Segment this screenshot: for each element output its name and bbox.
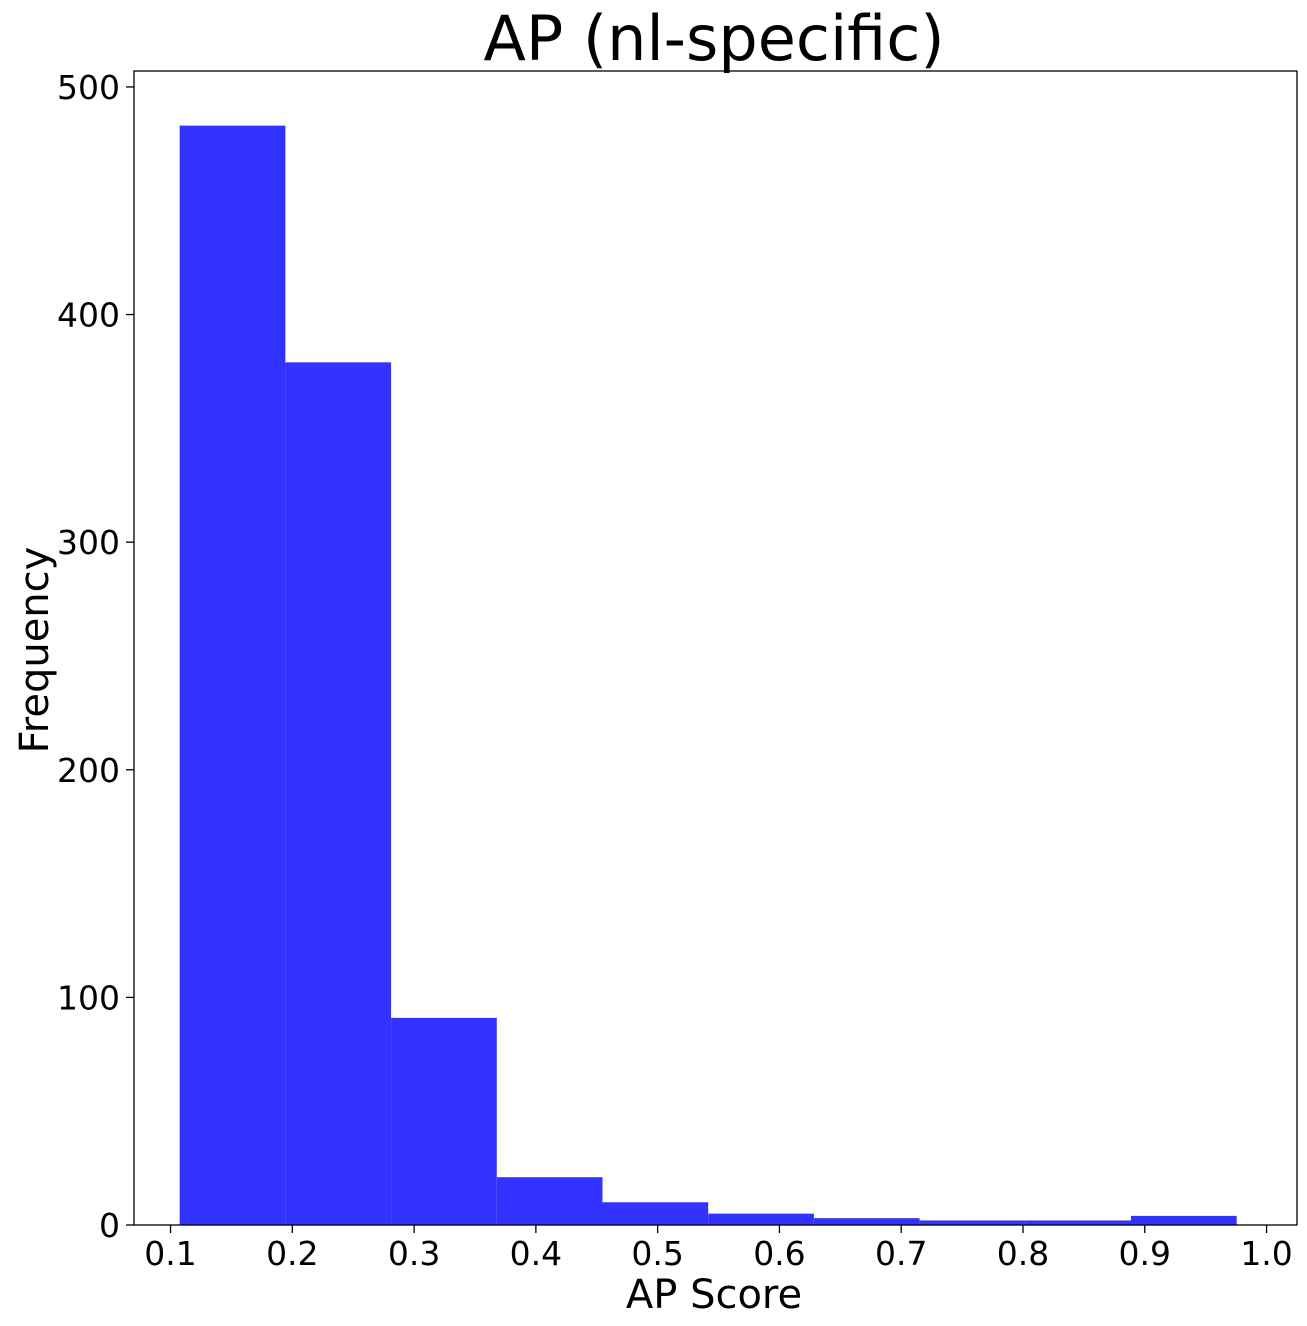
x-tick-label: 0.2 bbox=[266, 1234, 318, 1273]
y-tick-label: 500 bbox=[57, 68, 120, 107]
histogram-bar bbox=[1025, 1220, 1132, 1225]
y-tick-label: 200 bbox=[57, 751, 120, 790]
x-tick-label: 0.4 bbox=[510, 1234, 562, 1273]
histogram-bar bbox=[285, 362, 392, 1225]
y-axis-label: Frequency bbox=[12, 547, 58, 754]
x-tick-label: 1.0 bbox=[1240, 1234, 1292, 1273]
x-axis: 0.1 0.2 0.3 0.4 0.5 0.6 0.7 0.8 0.9 1.0 bbox=[144, 1225, 1293, 1273]
x-tick-label: 0.5 bbox=[631, 1234, 683, 1273]
x-tick-label: 0.6 bbox=[753, 1234, 805, 1273]
bars-group bbox=[179, 125, 1237, 1226]
y-tick-label: 300 bbox=[57, 523, 120, 562]
histogram-bar bbox=[708, 1213, 814, 1225]
histogram-bar bbox=[496, 1177, 603, 1225]
y-axis: 0 100 200 300 400 500 bbox=[57, 68, 134, 1245]
histogram-bar bbox=[391, 1017, 497, 1225]
plot-frame bbox=[133, 70, 1298, 1226]
histogram-bar bbox=[813, 1218, 920, 1225]
x-tick-label: 0.7 bbox=[875, 1234, 927, 1273]
x-tick-label: 0.8 bbox=[997, 1234, 1049, 1273]
x-tick-label: 0.9 bbox=[1119, 1234, 1171, 1273]
y-tick-label: 100 bbox=[57, 978, 120, 1017]
chart-title: AP (nl-specific) bbox=[483, 2, 944, 75]
y-tick-label: 400 bbox=[57, 296, 120, 335]
x-tick-label: 0.1 bbox=[144, 1234, 196, 1273]
histogram-bar bbox=[1131, 1215, 1237, 1225]
y-tick-label: 0 bbox=[99, 1206, 120, 1245]
histogram-bar bbox=[179, 125, 286, 1226]
x-tick-label: 0.3 bbox=[388, 1234, 440, 1273]
histogram-bar bbox=[919, 1220, 1026, 1225]
histogram-bar bbox=[602, 1202, 709, 1225]
x-axis-label: AP Score bbox=[626, 1272, 802, 1318]
